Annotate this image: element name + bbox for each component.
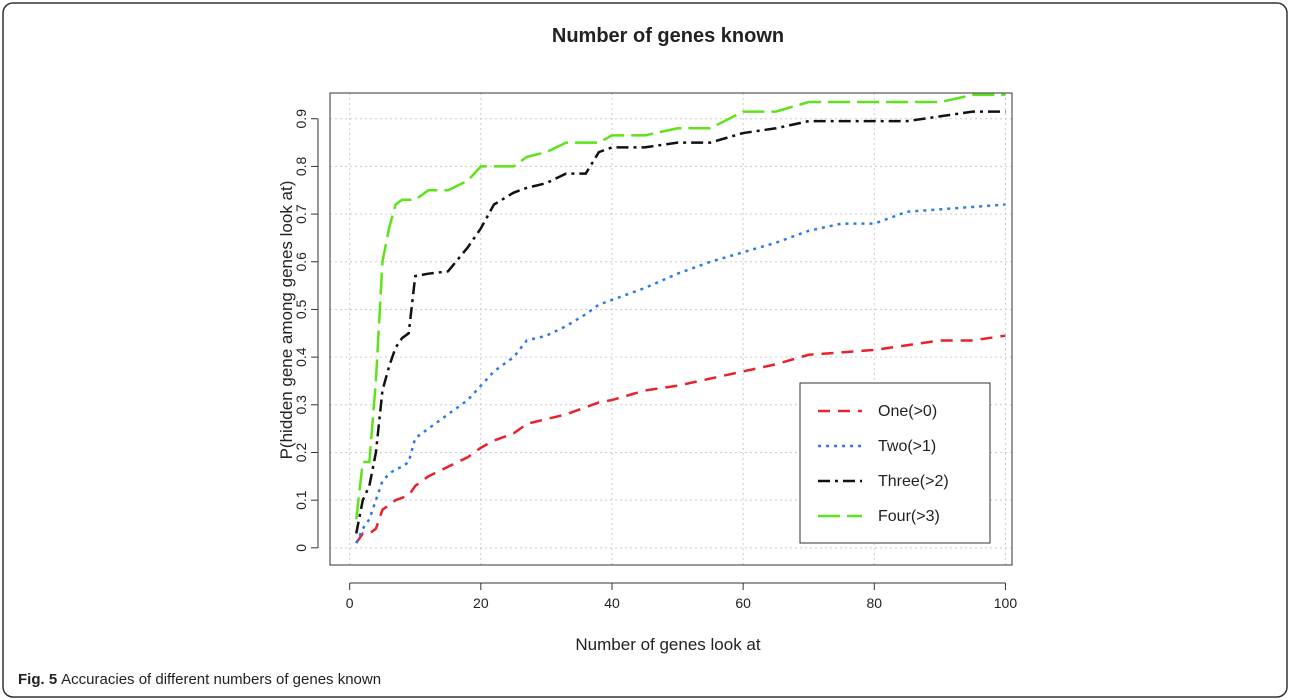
caption: Fig. 5 Accuracies of different numbers of… [18,671,381,688]
x-tick-label: 100 [994,595,1018,611]
series-line [354,93,1006,520]
caption-label: Fig. 5 [18,671,58,688]
y-tick-label: 0.4 [293,347,309,367]
y-tick-label: 0.8 [293,156,309,176]
caption-text: Accuracies of different numbers of genes… [61,671,382,688]
plot-frame [329,92,1013,566]
y-tick-label: 0.1 [293,490,309,510]
y-axis-label: P(hidden gene among genes look at) [277,181,296,460]
series-line [355,334,1006,544]
legend-label: Two(>1) [878,438,936,455]
y-tick-label: 0 [293,544,309,552]
x-tick-label: 20 [473,595,489,611]
x-axis-label: Number of genes look at [575,635,760,654]
chart-title: Number of genes known [552,25,784,47]
y-tick-label: 0.5 [293,300,309,320]
x-tick-label: 80 [866,595,882,611]
x-tick-label: 0 [346,595,354,611]
x-tick-label: 40 [604,595,620,611]
legend-label: One(>0) [878,403,937,420]
x-tick-label: 60 [735,595,751,611]
y-tick-label: 0.9 [293,109,309,129]
y-tick-label: 0.3 [293,395,309,415]
legend: One(>0) Two(>1) Three(>2) Four(>3) [799,382,991,544]
legend-label: Three(>2) [878,473,949,490]
series-line [355,110,1006,534]
y-tick-label: 0.7 [293,204,309,224]
legend-label: Four(>3) [878,508,940,525]
y-tick-label: 0.2 [293,443,309,463]
y-tick-label: 0.6 [293,252,309,272]
series-line [355,203,1006,544]
